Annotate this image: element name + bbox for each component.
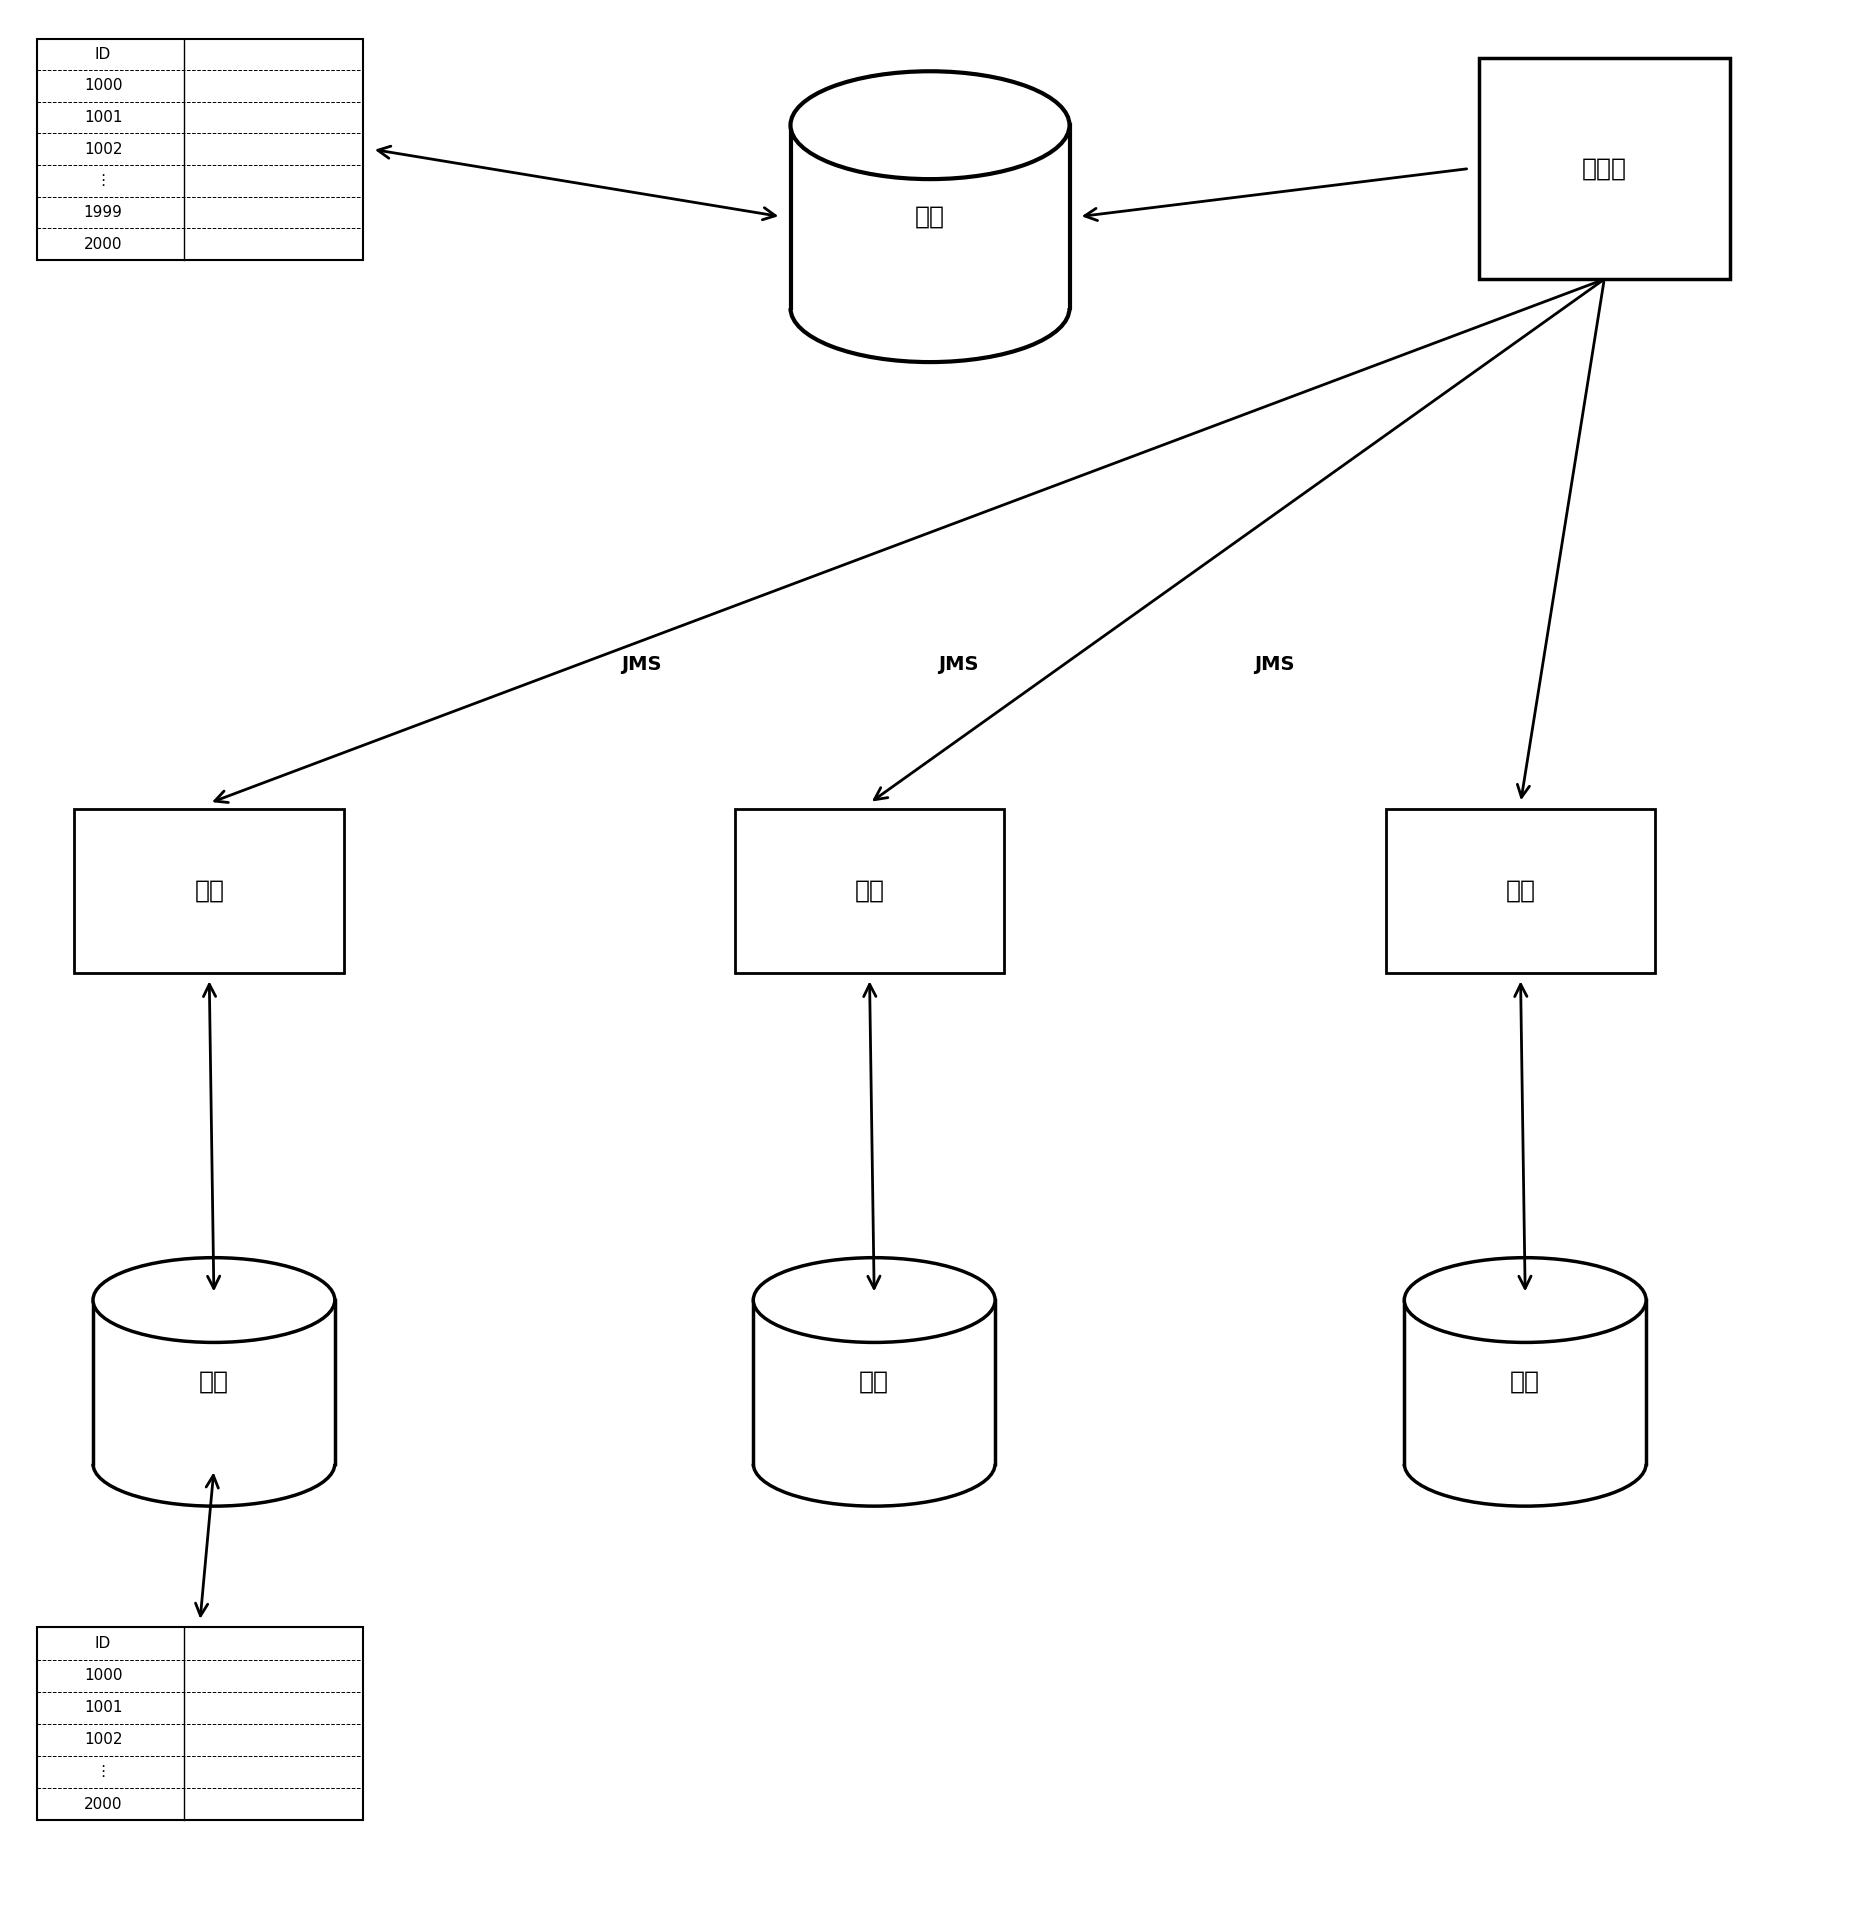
Bar bbox=[753, 1300, 995, 1464]
Ellipse shape bbox=[1404, 1258, 1646, 1342]
Text: ID: ID bbox=[95, 46, 112, 62]
Text: 车道: 车道 bbox=[854, 878, 885, 903]
Text: 1000: 1000 bbox=[84, 1668, 123, 1683]
Bar bbox=[37, 1627, 363, 1820]
Text: JMS: JMS bbox=[1254, 655, 1295, 674]
Text: 1002: 1002 bbox=[84, 1731, 123, 1747]
Ellipse shape bbox=[790, 71, 1070, 179]
Text: 2000: 2000 bbox=[84, 237, 123, 252]
Text: 数据: 数据 bbox=[1510, 1369, 1540, 1394]
Text: ⋮: ⋮ bbox=[95, 1764, 112, 1780]
Text: 1001: 1001 bbox=[84, 1701, 123, 1716]
Bar bbox=[74, 809, 344, 973]
Text: JMS: JMS bbox=[621, 655, 662, 674]
Text: ⋮: ⋮ bbox=[95, 173, 112, 189]
Text: 1999: 1999 bbox=[84, 204, 123, 220]
Text: JMS: JMS bbox=[937, 655, 978, 674]
Text: 数据: 数据 bbox=[199, 1369, 229, 1394]
Text: 数据: 数据 bbox=[859, 1369, 889, 1394]
Text: 服务器: 服务器 bbox=[1581, 156, 1628, 181]
Bar bbox=[790, 125, 1070, 308]
Text: 1002: 1002 bbox=[84, 143, 123, 156]
Text: 车道: 车道 bbox=[1505, 878, 1536, 903]
Text: 2000: 2000 bbox=[84, 1797, 123, 1812]
Text: 1000: 1000 bbox=[84, 79, 123, 94]
Bar bbox=[1404, 1300, 1646, 1464]
Text: 1001: 1001 bbox=[84, 110, 123, 125]
Bar bbox=[735, 809, 1004, 973]
Bar bbox=[1479, 58, 1730, 279]
Ellipse shape bbox=[753, 1258, 995, 1342]
Text: ID: ID bbox=[95, 1635, 112, 1651]
Bar bbox=[1386, 809, 1655, 973]
Text: 数据: 数据 bbox=[915, 204, 945, 229]
Bar bbox=[37, 39, 363, 260]
Bar bbox=[93, 1300, 335, 1464]
Text: 车道: 车道 bbox=[193, 878, 225, 903]
Ellipse shape bbox=[93, 1258, 335, 1342]
